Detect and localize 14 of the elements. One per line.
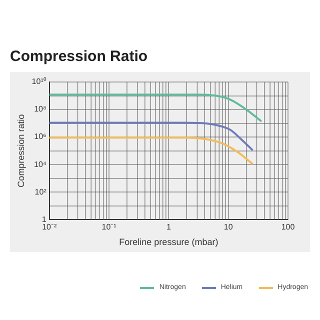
x-tick-label: 100	[281, 222, 296, 232]
x-tick-label: 10	[224, 222, 234, 232]
x-tick-label: 10⁻²	[42, 222, 57, 232]
y-tick-label: 1	[42, 214, 47, 224]
x-tick-label: 1	[166, 222, 172, 232]
y-tick-label: 10⁶	[34, 132, 46, 142]
chart-title: Compression Ratio	[10, 48, 148, 65]
x-axis-title: Foreline pressure (mbar)	[119, 237, 218, 248]
x-tick-label: 10⁻¹	[102, 222, 117, 232]
y-tick-label: 10²	[34, 187, 47, 196]
y-axis-title: Compression ratio	[16, 114, 26, 188]
y-tick-label: 10⁸	[34, 104, 46, 114]
y-tick-label: 10¹⁰	[32, 77, 46, 86]
y-tick-label: 10⁴	[34, 160, 47, 169]
